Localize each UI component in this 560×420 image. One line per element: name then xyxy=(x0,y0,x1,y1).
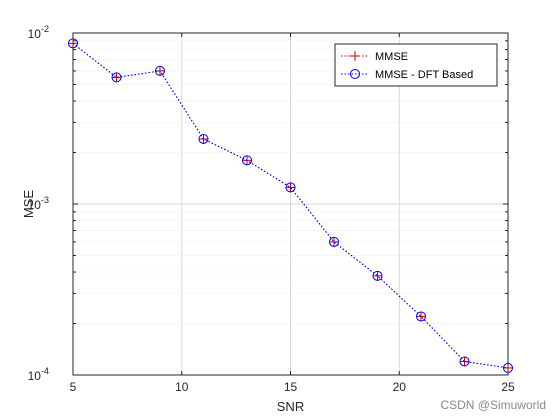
x-tick-label: 10 xyxy=(175,380,189,394)
plus-marker xyxy=(329,236,339,247)
x-tick-label: 15 xyxy=(284,380,298,394)
y-tick-label: 10-2 xyxy=(28,24,49,41)
y-tick-label: 10-4 xyxy=(28,366,49,383)
circle-marker xyxy=(155,65,165,76)
watermark: CSDN @Simuworld xyxy=(440,398,546,412)
circle-marker xyxy=(329,236,339,247)
series-line-2 xyxy=(72,42,509,369)
plus-marker xyxy=(350,51,360,61)
legend-label: MMSE xyxy=(375,51,408,63)
circle-marker xyxy=(198,133,209,144)
x-tick-label: 25 xyxy=(501,380,515,394)
circle-marker xyxy=(416,311,426,322)
y-axis-title: MSE xyxy=(21,190,36,219)
circle-marker xyxy=(459,356,470,367)
circle-marker xyxy=(285,182,296,193)
circle-marker xyxy=(68,38,78,49)
plus-marker xyxy=(372,270,383,281)
x-axis-title: SNR xyxy=(277,399,304,414)
circle-marker xyxy=(242,155,252,166)
circle-marker xyxy=(350,69,360,79)
plus-marker xyxy=(416,311,426,322)
legend-label: MMSE - DFT Based xyxy=(375,69,473,81)
x-tick-label: 5 xyxy=(70,380,77,394)
circle-marker xyxy=(372,270,383,281)
plus-marker xyxy=(111,72,122,83)
circle-marker xyxy=(503,362,513,373)
plus-marker xyxy=(285,182,296,193)
series-layer xyxy=(68,38,513,373)
legend: MMSE MMSE - DFT Based xyxy=(334,43,498,87)
x-tick-label: 20 xyxy=(393,380,407,394)
circle-marker xyxy=(111,72,122,83)
legend-box xyxy=(334,43,498,87)
axis-ticks: 5 10 15 20 25 10-4 10-3 10-2 xyxy=(28,24,515,394)
y-tick-label: 10-3 xyxy=(28,195,49,212)
